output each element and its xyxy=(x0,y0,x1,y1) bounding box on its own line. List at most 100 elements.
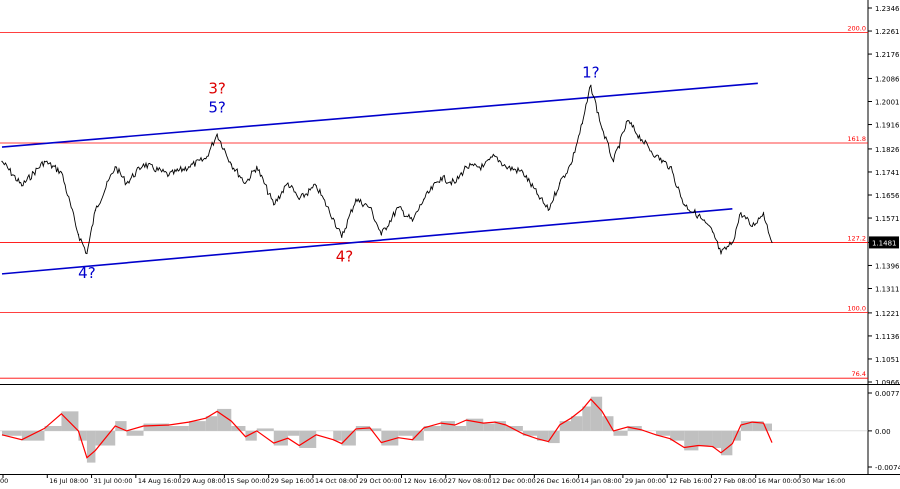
price-point xyxy=(655,155,657,157)
wave-label: 3? xyxy=(208,80,226,98)
price-point xyxy=(570,163,572,165)
time-tick-label: 31 Jul 00:00 xyxy=(94,477,133,485)
price-point xyxy=(114,166,116,168)
price-point xyxy=(244,182,247,184)
histogram-bar xyxy=(287,430,300,436)
price-point xyxy=(256,166,258,168)
price-tick-label: 1.1916 xyxy=(875,122,900,130)
oscillator-panel: 0.00776 0.00 -0.0074 xyxy=(0,390,900,472)
price-point xyxy=(751,225,753,228)
histogram-bar xyxy=(752,421,764,431)
time-tick-label: 26 Dec 16:00 xyxy=(536,477,580,485)
price-point xyxy=(697,214,699,217)
price-point xyxy=(601,128,603,130)
time-tick-label: 12 Feb 16:00 xyxy=(669,477,712,485)
price-point xyxy=(522,171,524,173)
channel-trendline xyxy=(1,208,733,275)
price-point xyxy=(590,84,592,87)
price-point xyxy=(440,177,442,179)
histogram-bar xyxy=(537,430,549,441)
price-tick-label: 1.2261 xyxy=(875,28,900,36)
price-point xyxy=(423,198,425,200)
histogram-bar xyxy=(398,430,413,436)
price-tick-label: 1.1051 xyxy=(875,356,900,364)
histogram-bar xyxy=(466,418,484,431)
price-point xyxy=(762,212,765,214)
price-point xyxy=(505,166,507,168)
price-tick-label: 1.1221 xyxy=(875,310,900,318)
wave-label: 4? xyxy=(78,264,96,282)
time-tick-label: 27 Nov 08:00 xyxy=(448,477,492,485)
price-point xyxy=(287,182,289,184)
price-point xyxy=(77,233,80,236)
price-point xyxy=(125,182,128,184)
time-tick-label: 30 Mar 16:00 xyxy=(802,477,845,485)
wave-label: 4? xyxy=(336,248,354,266)
price-point xyxy=(612,160,615,162)
price-point xyxy=(411,220,414,222)
histogram-bar xyxy=(590,396,603,431)
time-tick-label: 16 Mar 00:00 xyxy=(758,477,801,485)
price-point xyxy=(771,241,773,244)
osc-tick-label: 0.00776 xyxy=(875,390,900,398)
time-tick-label: 27 Feb 08:00 xyxy=(713,477,756,485)
price-point xyxy=(341,236,343,238)
histogram-bar xyxy=(86,430,96,463)
histogram-bar xyxy=(245,430,257,441)
histogram-bar xyxy=(698,430,713,446)
histogram-bar xyxy=(412,430,424,441)
histogram-bar xyxy=(483,423,495,431)
price-point xyxy=(493,155,496,157)
histogram-bar xyxy=(273,430,288,446)
price-tick-label: 1.0966 xyxy=(875,379,900,387)
signal-line xyxy=(1,398,773,459)
price-point xyxy=(740,212,742,214)
histogram-bar xyxy=(740,421,753,431)
price-point xyxy=(21,185,23,187)
current-price-label: 1.1481 xyxy=(872,239,897,247)
price-point xyxy=(369,206,371,209)
time-tick-label: 29 Sep 16:00 xyxy=(271,477,314,485)
histogram-bar xyxy=(2,430,22,436)
histogram-bar xyxy=(256,428,274,431)
histogram-bar xyxy=(548,430,560,444)
histogram-bar xyxy=(333,430,342,441)
price-series-line xyxy=(1,84,773,256)
time-tick-label: 14 Aug 16:00 xyxy=(138,477,182,485)
time-tick-label: 00 xyxy=(0,477,8,485)
price-point xyxy=(720,252,722,255)
histogram-bar xyxy=(505,425,523,431)
wave-label: 1? xyxy=(582,63,600,81)
price-point xyxy=(482,166,484,168)
histogram-bar xyxy=(494,421,506,431)
histogram-bar xyxy=(126,430,144,436)
histogram-bar xyxy=(763,423,772,431)
time-tick-label: 12 Dec 00:00 xyxy=(492,477,536,485)
histogram-bar xyxy=(582,406,591,431)
price-point xyxy=(86,252,88,255)
price-point xyxy=(536,193,538,195)
histogram-bar xyxy=(712,430,722,448)
price-point xyxy=(683,204,685,206)
current-price-box xyxy=(869,236,899,249)
price-point xyxy=(559,182,561,184)
time-tick-label: 29 Jan 00:00 xyxy=(625,477,666,485)
price-point xyxy=(627,120,629,122)
fib-level-label: 127.2 xyxy=(847,234,866,242)
histogram-bar xyxy=(602,416,614,431)
price-point xyxy=(216,133,218,135)
price-panel: 1.2346 1.2261 1.2176 1.2086 1.2001 1.1916 1.18… xyxy=(0,0,900,474)
price-tick-label: 1.2176 xyxy=(875,51,900,59)
price-point xyxy=(397,206,399,209)
time-tick-label: 14 Jan 08:00 xyxy=(581,477,622,485)
histogram-bar xyxy=(613,430,628,436)
histogram-bar xyxy=(115,421,127,431)
histogram-bar xyxy=(571,416,583,431)
wave-label: 5? xyxy=(208,99,226,117)
channel-trendline xyxy=(1,82,758,148)
histogram-bar xyxy=(454,425,467,431)
price-point xyxy=(142,163,145,165)
price-point xyxy=(315,185,317,187)
price-point xyxy=(669,166,671,168)
